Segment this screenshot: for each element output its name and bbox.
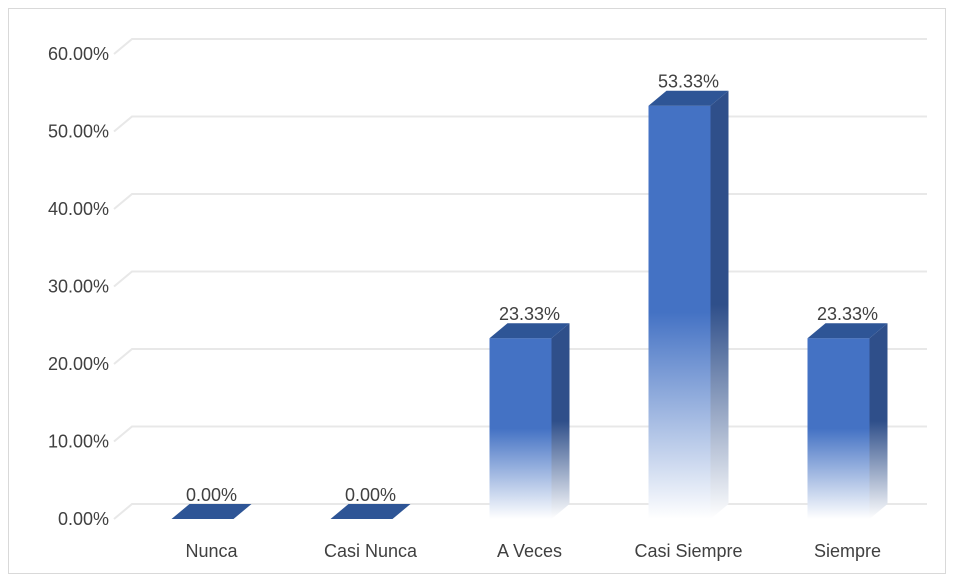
data-label: 0.00% — [186, 485, 237, 505]
bar-front — [648, 105, 711, 519]
bar — [330, 504, 411, 519]
x-category-label: Casi Siempre — [634, 541, 742, 561]
data-labels: 0.00% 0.00% 23.33% 53.33% 23.33% — [186, 72, 878, 505]
bar-top — [648, 90, 729, 106]
bar — [648, 90, 729, 519]
bar — [807, 323, 888, 519]
bar-top — [489, 323, 570, 339]
chart-frame: 0.00% 10.00% 20.00% 30.00% 40.00% 50.00% 60.00… — [8, 8, 946, 574]
x-category-label: Siempre — [814, 541, 881, 561]
gridline — [113, 38, 927, 55]
y-tick-label: 40.00% — [48, 199, 109, 219]
bar-top — [171, 504, 252, 519]
y-tick-label: 60.00% — [48, 44, 109, 64]
bar-side — [551, 323, 570, 519]
data-label: 0.00% — [345, 485, 396, 505]
gridline — [113, 193, 927, 210]
y-tick-label: 0.00% — [58, 509, 109, 529]
bar-side — [710, 90, 729, 519]
bar-top — [807, 323, 888, 339]
x-axis-categories: Nunca Casi Nunca A Veces Casi Siempre Siempr… — [185, 541, 881, 561]
bar-chart: 0.00% 10.00% 20.00% 30.00% 40.00% 50.00% 60.00… — [48, 38, 927, 561]
data-label: 53.33% — [658, 72, 719, 92]
gridline — [113, 270, 927, 288]
y-tick-label: 50.00% — [48, 122, 109, 142]
gridlines — [113, 38, 927, 520]
bar-side — [869, 323, 888, 519]
x-category-label: A Veces — [497, 541, 562, 561]
data-label: 23.33% — [817, 304, 878, 324]
x-category-label: Nunca — [185, 541, 238, 561]
bar-top — [330, 504, 411, 519]
bars — [171, 90, 888, 519]
y-tick-label: 30.00% — [48, 277, 109, 297]
y-axis-ticks: 0.00% 10.00% 20.00% 30.00% 40.00% 50.00% 60.00… — [48, 44, 109, 529]
bar-front — [489, 338, 552, 519]
x-category-label: Casi Nunca — [324, 541, 418, 561]
bar-front — [807, 338, 870, 519]
y-tick-label: 20.00% — [48, 354, 109, 374]
bar — [489, 323, 570, 519]
gridline — [113, 115, 927, 133]
bar — [171, 504, 252, 519]
data-label: 23.33% — [499, 304, 560, 324]
y-tick-label: 10.00% — [48, 432, 109, 452]
